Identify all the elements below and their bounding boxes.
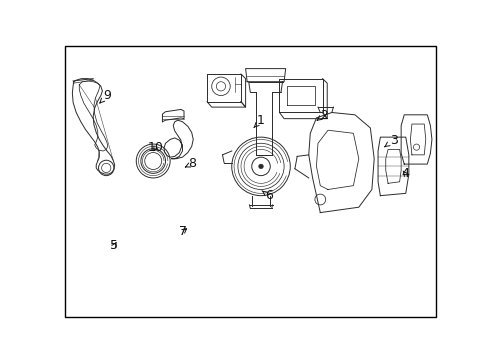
Text: 1: 1: [253, 114, 264, 127]
Text: 4: 4: [400, 167, 408, 180]
Text: 5: 5: [110, 239, 118, 252]
Circle shape: [258, 164, 263, 169]
Text: 8: 8: [185, 157, 196, 170]
Text: 10: 10: [147, 141, 163, 154]
Text: 2: 2: [317, 109, 327, 122]
Text: 6: 6: [262, 189, 272, 202]
Text: 9: 9: [100, 89, 110, 103]
Text: 7: 7: [179, 225, 186, 238]
Text: 3: 3: [384, 134, 397, 147]
